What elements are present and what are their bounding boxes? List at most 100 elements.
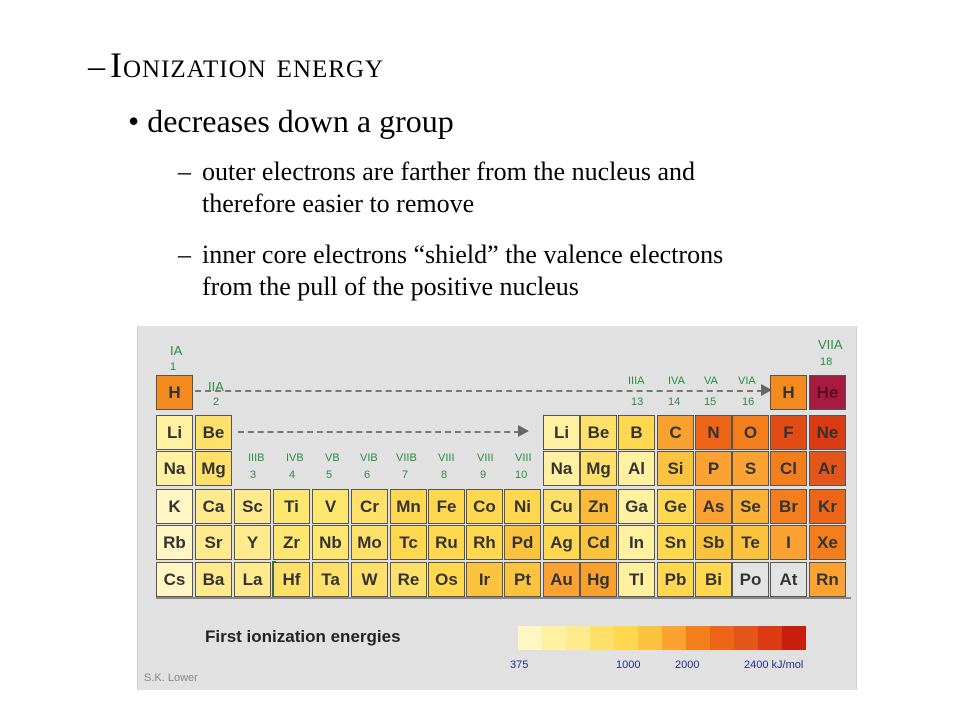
element-cell-li: Li (543, 415, 580, 450)
scale-swatch (590, 626, 614, 650)
sub-line-2: from the pull of the positive nucleus (202, 272, 579, 301)
element-cell-k: K (156, 489, 193, 524)
group-number-7: 7 (402, 469, 409, 481)
element-cell-cs: Cs (156, 562, 193, 597)
slide-title: – Ionization energy (88, 44, 384, 86)
group-number-3: 3 (250, 469, 257, 481)
group-label-iiia: IIIA (628, 375, 645, 387)
element-cell-mn: Mn (390, 489, 427, 524)
group-number-5: 5 (326, 469, 333, 481)
element-cell-tl: Tl (618, 562, 655, 597)
group-number-18: 18 (820, 356, 833, 368)
element-cell-na: Na (543, 451, 580, 486)
group-label-va: VA (704, 375, 718, 387)
group-label-iia: IIA (208, 379, 224, 394)
scale-swatch (542, 626, 566, 650)
scale-swatch (638, 626, 662, 650)
group-number-8: 8 (441, 469, 448, 481)
element-cell-c: C (657, 415, 694, 450)
group-number-6: 6 (364, 469, 371, 481)
element-cell-si: Si (657, 451, 694, 486)
title-dash: – (88, 48, 106, 85)
group-label-ia: IA (170, 343, 183, 358)
scale-swatch (614, 626, 638, 650)
element-cell-re: Re (390, 562, 427, 597)
element-cell-sn: Sn (657, 525, 694, 560)
element-cell-cd: Cd (580, 525, 617, 560)
bullet-point: • decreases down a group (128, 103, 454, 140)
element-cell-h: H (770, 375, 807, 410)
arrow-head-icon (761, 384, 772, 396)
group-number-9: 9 (480, 469, 487, 481)
element-cell-cl: Cl (770, 451, 807, 486)
element-cell-ir: Ir (466, 562, 503, 597)
element-cell-p: P (695, 451, 732, 486)
group-number-16: 16 (742, 396, 755, 408)
element-cell-he: He (809, 375, 846, 410)
dashed-arrow-line (195, 390, 763, 392)
sub-dash: – (178, 240, 191, 269)
element-cell-ar: Ar (809, 451, 846, 486)
element-cell-nb: Nb (312, 525, 349, 560)
element-cell-al: Al (618, 451, 655, 486)
periodic-table-figure: IA 1 IIA 2 IIIB 3 IVB 4 VB 5 VIB 6 VIIB … (137, 326, 857, 690)
element-cell-ag: Ag (543, 525, 580, 560)
element-cell-na: Na (156, 451, 193, 486)
element-cell-n: N (695, 415, 732, 450)
element-cell-mg: Mg (580, 451, 617, 486)
table-baseline (156, 597, 851, 599)
element-cell-rn: Rn (809, 562, 846, 597)
scale-swatch (710, 626, 734, 650)
element-cell-zr: Zr (273, 525, 310, 560)
group-label-viia: VIIA (818, 337, 843, 352)
element-cell-hf: Hf (273, 562, 310, 597)
element-cell-w: W (351, 562, 388, 597)
element-cell-pt: Pt (504, 562, 541, 597)
group-label-via: VIA (738, 375, 756, 387)
scale-swatch (518, 626, 542, 650)
element-cell-sc: Sc (234, 489, 271, 524)
element-cell-cr: Cr (351, 489, 388, 524)
element-cell-po: Po (732, 562, 769, 597)
scale-swatch (662, 626, 686, 650)
group-label-viii-a: VIII (438, 452, 455, 464)
legend-title: First ionization energies (205, 627, 401, 646)
element-cell-cu: Cu (543, 489, 580, 524)
element-cell-f: F (770, 415, 807, 450)
element-cell-ti: Ti (273, 489, 310, 524)
group-number-1: 1 (170, 361, 177, 373)
element-cell-as: As (695, 489, 732, 524)
group-label-viii-b: VIII (477, 452, 494, 464)
element-cell-kr: Kr (809, 489, 846, 524)
element-cell-ba: Ba (195, 562, 232, 597)
element-cell-ru: Ru (428, 525, 465, 560)
element-cell-v: V (312, 489, 349, 524)
element-cell-mg: Mg (195, 451, 232, 486)
element-cell-in: In (618, 525, 655, 560)
scale-swatch (734, 626, 758, 650)
scale-swatch (566, 626, 590, 650)
element-cell-se: Se (732, 489, 769, 524)
scale-swatch (758, 626, 782, 650)
title-text: Ionization energy (110, 45, 385, 85)
element-cell-sr: Sr (195, 525, 232, 560)
group-number-4: 4 (289, 469, 296, 481)
group-label-iva: IVA (668, 375, 685, 387)
group-number-15: 15 (704, 396, 717, 408)
element-cell-be: Be (195, 415, 232, 450)
element-cell-zn: Zn (580, 489, 617, 524)
element-cell-xe: Xe (809, 525, 846, 560)
sub-dash: – (178, 157, 191, 186)
element-cell-ga: Ga (618, 489, 655, 524)
element-cell-ne: Ne (809, 415, 846, 450)
group-number-13: 13 (631, 396, 644, 408)
scale-tick-375: 375 (510, 659, 529, 671)
group-label-viib: VIIB (396, 452, 417, 464)
group-number-14: 14 (668, 396, 681, 408)
element-cell-s: S (732, 451, 769, 486)
sub-point-1: – outer electrons are farther from the nu… (178, 156, 878, 220)
element-cell-i: I (770, 525, 807, 560)
element-cell-h: H (156, 375, 193, 410)
element-cell-tc: Tc (390, 525, 427, 560)
sub-line-1: inner core electrons “shield” the valenc… (202, 240, 724, 269)
